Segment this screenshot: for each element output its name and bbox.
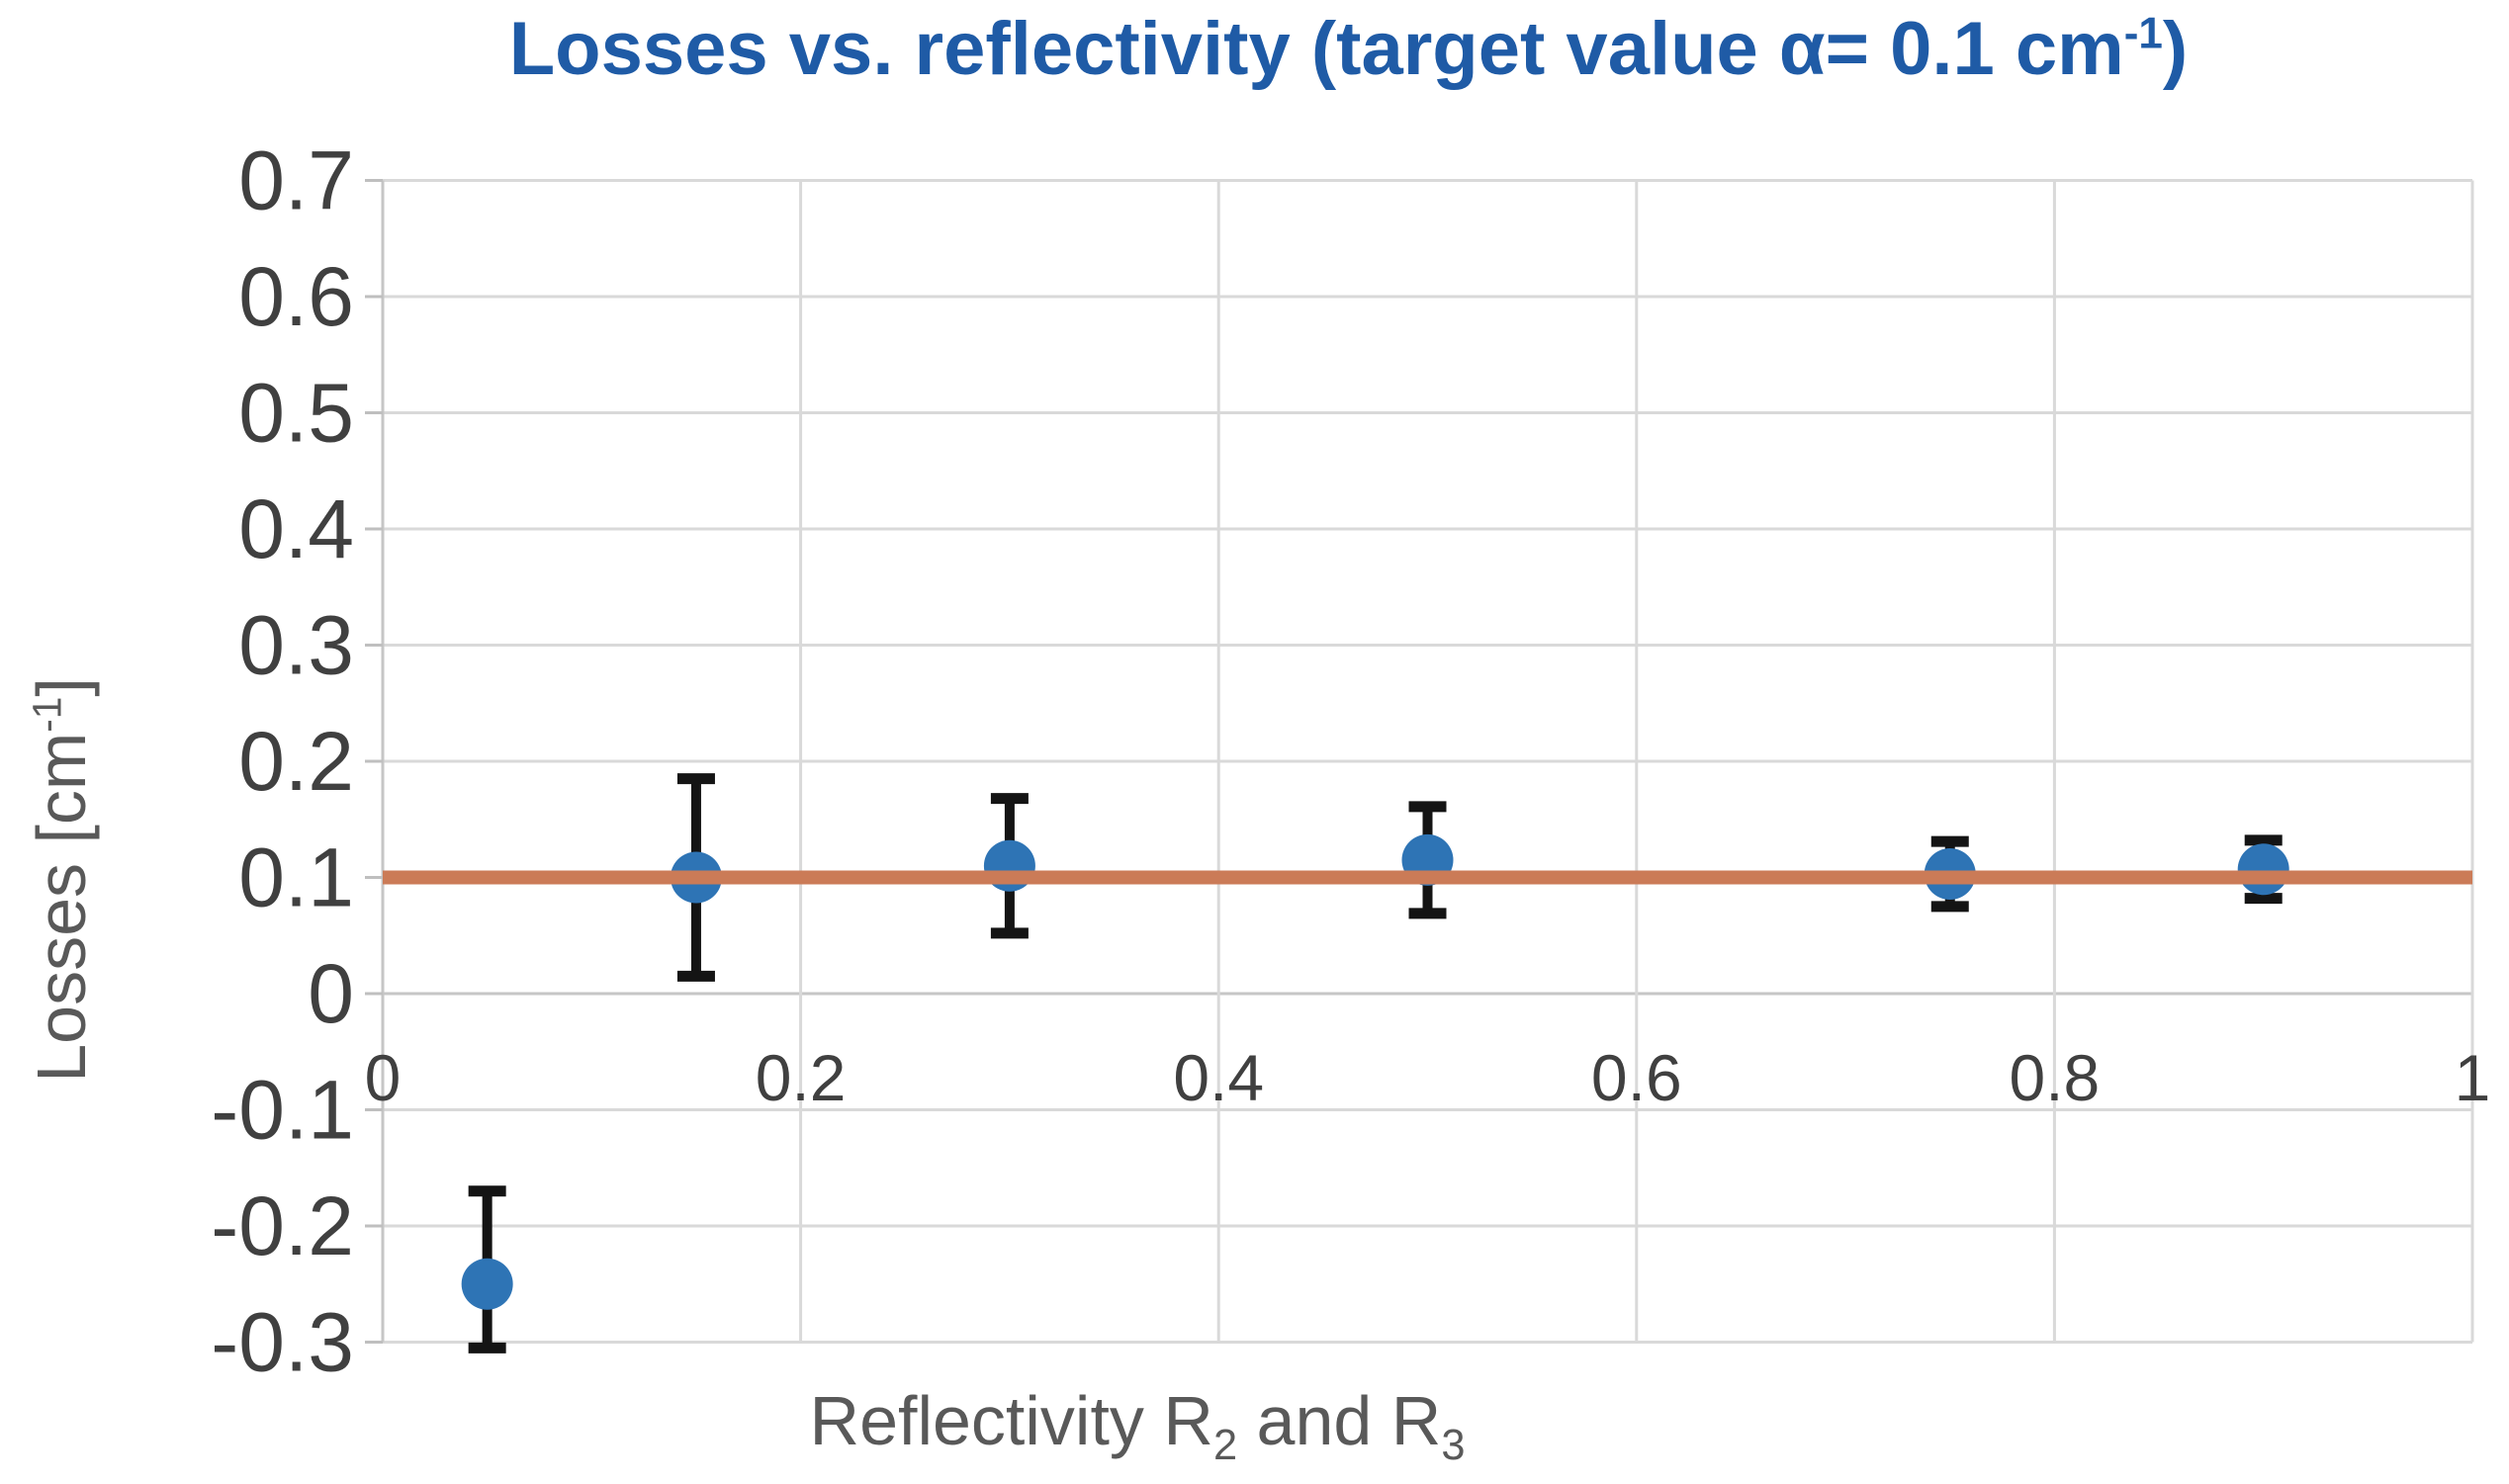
- y-tick-label: 0: [308, 947, 354, 1040]
- data-point-marker: [2237, 843, 2289, 896]
- x-axis-title-sub2: 3: [1441, 1422, 1466, 1469]
- x-axis-title-mid: and R: [1237, 1382, 1442, 1459]
- y-tick-label: 0.7: [238, 134, 354, 227]
- x-tick-label: 0.6: [1591, 1041, 1682, 1114]
- y-tick-label: -0.1: [211, 1064, 354, 1157]
- chart-title-superscript: -1: [2123, 9, 2163, 58]
- y-tick-label: 0.5: [238, 367, 354, 460]
- tick-labels-layer: 0.70.60.50.40.30.20.10-0.1-0.2-0.30 0.2 0.…: [211, 134, 2490, 1389]
- y-tick-label: 0.1: [238, 831, 354, 924]
- tick-marks-layer: [365, 179, 383, 1344]
- chart-title: Losses vs. reflectivity (target value α=…: [0, 6, 2509, 92]
- x-tick-label: 0.2: [756, 1041, 847, 1114]
- x-axis-title-sub1: 2: [1212, 1422, 1238, 1469]
- x-tick-label: 0: [365, 1041, 402, 1114]
- x-tick-label: 0.4: [1173, 1041, 1264, 1114]
- y-tick-label: 0.4: [238, 482, 354, 575]
- gridlines-layer: [381, 179, 2474, 1344]
- x-tick-label: 1: [2455, 1041, 2491, 1114]
- chart-title-suffix: ): [2162, 7, 2189, 91]
- y-tick-label: 0.6: [238, 250, 354, 343]
- y-tick-label: -0.2: [211, 1179, 354, 1272]
- x-axis-title: Reflectivity R2 and R3: [809, 1381, 1466, 1467]
- y-tick-label: 0.3: [238, 599, 354, 692]
- data-point-marker: [461, 1258, 513, 1310]
- x-tick-label: 0.8: [2010, 1041, 2101, 1114]
- chart-title-text: Losses vs. reflectivity (target value α=…: [508, 7, 2124, 91]
- y-tick-label: -0.3: [211, 1296, 354, 1389]
- x-axis-title-text: Reflectivity R: [809, 1382, 1213, 1459]
- y-tick-label: 0.2: [238, 715, 354, 808]
